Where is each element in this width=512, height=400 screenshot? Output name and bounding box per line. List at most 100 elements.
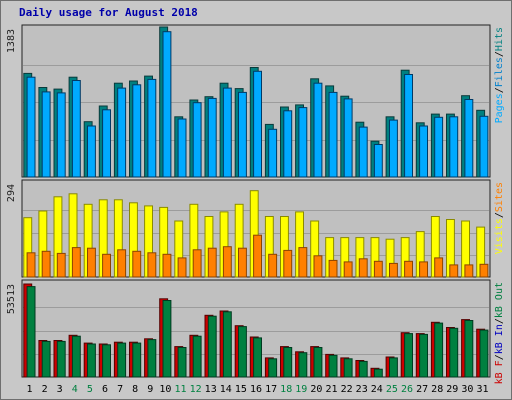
day-label-27: 27 [416,384,428,395]
panel-bottom-max-label: 53513 [6,284,17,314]
day-label-22: 22 [341,384,353,395]
bar-files-day-14 [222,87,232,178]
bar-kb-in-day-4 [71,335,81,378]
bar-kb-in-day-7 [117,342,127,378]
bar-sites-day-7 [117,249,127,278]
day-label-30: 30 [461,384,473,395]
bar-sites-day-25 [389,262,398,278]
bar-files-day-21 [328,91,338,178]
bar-kb-in-day-16 [253,337,263,378]
legend-separator: / [494,51,505,57]
bar-sites-day-3 [56,252,66,278]
day-label-29: 29 [446,384,458,395]
bar-sites-day-2 [41,250,51,278]
bar-kb-in-day-10 [162,300,172,378]
bar-files-day-7 [117,87,127,178]
bar-sites-day-1 [26,252,36,278]
bar-sites-day-19 [298,247,308,278]
day-label-23: 23 [356,384,368,395]
panel-bottom: 53513 kB F/kB In/kB Out [6,279,505,384]
day-label-13: 13 [205,384,217,395]
bar-files-day-17 [268,128,278,178]
day-label-9: 9 [147,384,153,395]
bar-kb-in-day-30 [464,320,474,378]
bar-sites-day-14 [222,246,232,278]
day-label-14: 14 [220,384,232,395]
bar-kb-in-day-11 [177,347,187,378]
bar-files-day-3 [56,92,66,178]
day-label-26: 26 [401,384,413,395]
bar-kb-in-day-1 [26,286,36,378]
day-label-4: 4 [72,384,78,395]
bar-files-day-30 [464,99,474,178]
bar-files-day-9 [147,78,157,178]
legend-separator: / [494,354,505,360]
panel-top: 1383 Pages/Files/Hits [6,24,505,178]
legend-sites: Sites [494,182,505,212]
bar-kb-in-day-17 [268,358,278,378]
legend-hits: Hits [494,27,505,51]
bar-sites-day-6 [102,253,111,278]
bar-sites-day-23 [358,258,368,278]
bar-kb-in-day-27 [419,333,429,378]
bar-kb-in-day-23 [358,360,368,378]
panel-middle: 294 Visits/Sites [6,179,505,278]
bar-files-day-27 [419,125,429,178]
bar-files-day-28 [434,116,444,178]
bar-kb-in-day-9 [147,339,157,378]
panel-bottom-legend: kB F/kB In/kB Out [494,282,505,384]
bar-files-day-8 [132,84,142,178]
day-label-3: 3 [57,384,63,395]
bar-sites-day-9 [147,252,157,278]
chart-title: Daily usage for August 2018 [19,6,198,19]
bar-files-day-6 [102,109,111,178]
bar-kb-in-day-20 [313,347,323,378]
bar-files-day-22 [343,98,353,178]
bar-sites-day-5 [87,247,96,278]
bar-sites-day-16 [253,234,263,278]
bar-files-day-23 [358,126,368,178]
bar-files-day-18 [283,110,293,178]
day-label-7: 7 [117,384,123,395]
bar-sites-day-30 [464,264,474,278]
bar-sites-day-13 [207,247,217,278]
day-label-1: 1 [26,384,32,395]
bar-files-day-11 [177,118,187,178]
legend-separator: / [494,87,505,93]
day-label-25: 25 [386,384,398,395]
day-label-12: 12 [190,384,202,395]
bar-kb-in-day-26 [404,333,414,378]
bar-files-day-12 [192,102,202,178]
bar-kb-in-day-2 [41,340,51,378]
day-label-31: 31 [476,384,488,395]
x-axis-day-labels: 1 2 3 4 5 6 7 8 9 10 11 12 13 14 15 16 17 18 19 20 21 22 23 24 2… [26,384,488,395]
bar-sites-day-28 [434,257,444,278]
panel-middle-max-label: 294 [6,184,17,202]
bar-sites-day-15 [238,247,247,278]
bar-kb-in-day-14 [222,311,232,378]
legend-visits: Visits [494,218,505,254]
bar-sites-day-17 [268,253,278,278]
bar-sites-day-10 [162,253,172,278]
bar-sites-day-22 [343,261,353,278]
legend-files: Files [494,57,505,87]
bar-kb-in-day-13 [207,315,217,378]
bar-kb-in-day-8 [132,342,142,378]
bar-sites-day-26 [404,260,414,278]
day-label-2: 2 [42,384,48,395]
bar-kb-in-day-22 [343,358,353,378]
bar-files-day-15 [238,91,247,178]
bar-files-day-5 [87,125,96,178]
bar-sites-day-4 [71,247,81,278]
bar-kb-in-day-29 [449,327,459,378]
bar-kb-in-day-18 [283,347,293,378]
day-label-16: 16 [250,384,262,395]
bar-files-day-25 [389,119,398,178]
day-label-10: 10 [159,384,171,395]
bar-files-day-29 [449,116,459,178]
bar-kb-in-day-12 [192,335,202,378]
day-label-19: 19 [295,384,307,395]
bar-sites-day-24 [373,260,383,278]
day-label-8: 8 [132,384,138,395]
legend-kb-in: kB In [494,324,505,354]
